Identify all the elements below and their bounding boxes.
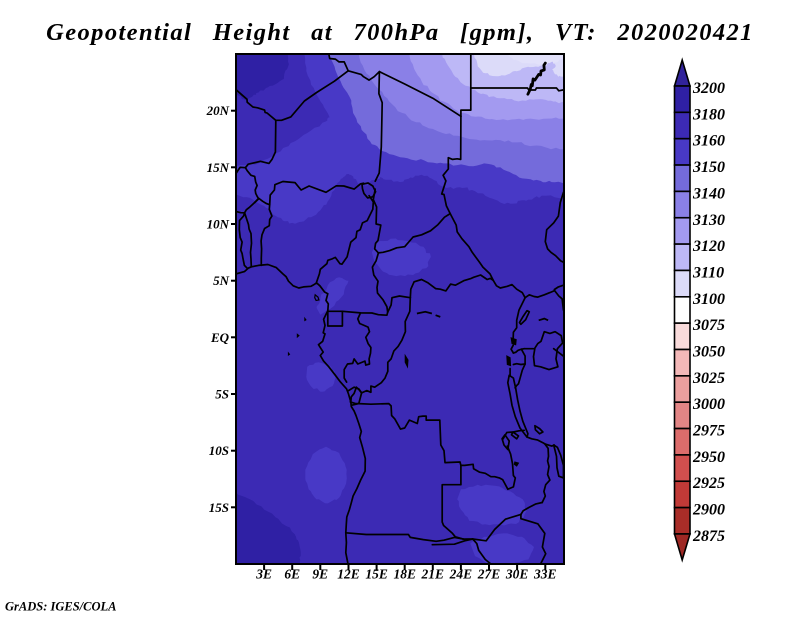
svg-text:6E: 6E xyxy=(284,567,300,582)
svg-text:3200: 3200 xyxy=(692,80,725,97)
svg-text:9E: 9E xyxy=(312,567,328,582)
svg-text:30E: 30E xyxy=(505,567,529,582)
svg-text:3100: 3100 xyxy=(692,291,725,308)
svg-text:3130: 3130 xyxy=(692,212,725,229)
svg-text:2900: 2900 xyxy=(692,502,725,519)
svg-text:33E: 33E xyxy=(533,567,557,582)
svg-text:2925: 2925 xyxy=(692,475,725,492)
svg-text:18E: 18E xyxy=(393,567,416,582)
svg-text:20N: 20N xyxy=(206,103,230,118)
svg-text:3160: 3160 xyxy=(692,133,725,150)
svg-text:10N: 10N xyxy=(207,217,230,232)
svg-text:3110: 3110 xyxy=(692,265,724,282)
svg-text:3180: 3180 xyxy=(692,106,725,123)
svg-text:15S: 15S xyxy=(209,500,229,515)
svg-text:3000: 3000 xyxy=(692,396,725,413)
svg-text:3E: 3E xyxy=(255,567,272,582)
svg-text:3120: 3120 xyxy=(692,238,725,255)
svg-text:2950: 2950 xyxy=(692,449,725,466)
svg-text:3140: 3140 xyxy=(692,185,725,202)
svg-text:3025: 3025 xyxy=(692,370,725,387)
svg-text:21E: 21E xyxy=(421,567,445,582)
svg-text:5N: 5N xyxy=(213,273,230,288)
svg-text:2875: 2875 xyxy=(692,528,725,545)
svg-text:Geopotential Height at 700hPa: Geopotential Height at 700hPa [gpm], VT:… xyxy=(46,19,754,46)
svg-text:3150: 3150 xyxy=(692,159,725,176)
svg-text:3050: 3050 xyxy=(692,344,725,361)
svg-text:GrADS: IGES/COLA: GrADS: IGES/COLA xyxy=(5,600,117,614)
svg-text:3075: 3075 xyxy=(692,317,725,334)
svg-text:EQ: EQ xyxy=(210,330,230,345)
svg-text:2975: 2975 xyxy=(692,423,725,440)
svg-text:12E: 12E xyxy=(337,567,360,582)
svg-text:27E: 27E xyxy=(477,567,501,582)
svg-text:5S: 5S xyxy=(215,387,229,402)
svg-text:15N: 15N xyxy=(207,160,230,175)
svg-text:15E: 15E xyxy=(365,567,388,582)
svg-text:10S: 10S xyxy=(209,443,229,458)
svg-text:24E: 24E xyxy=(449,567,473,582)
